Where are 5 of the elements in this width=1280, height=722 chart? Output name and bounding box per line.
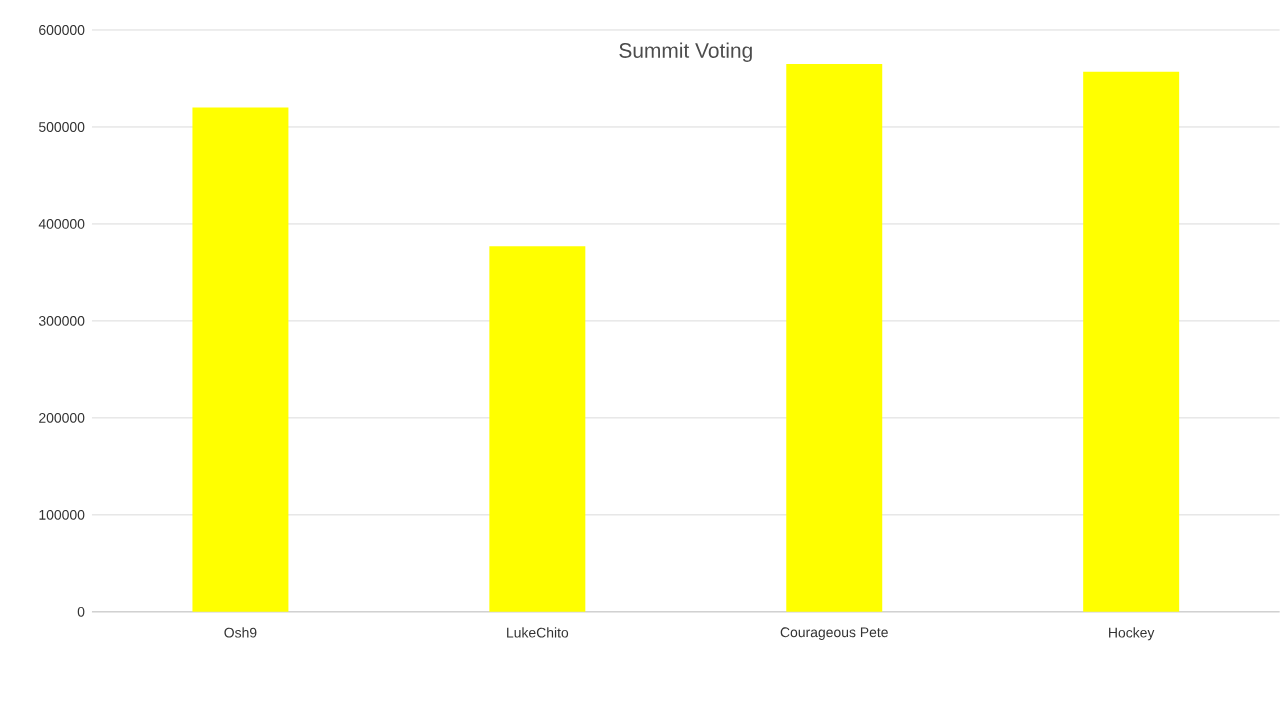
bar bbox=[489, 246, 586, 612]
text: Summit Voting bbox=[619, 42, 752, 63]
bar bbox=[1083, 71, 1180, 612]
bar bbox=[786, 64, 883, 612]
bar bbox=[192, 107, 289, 612]
